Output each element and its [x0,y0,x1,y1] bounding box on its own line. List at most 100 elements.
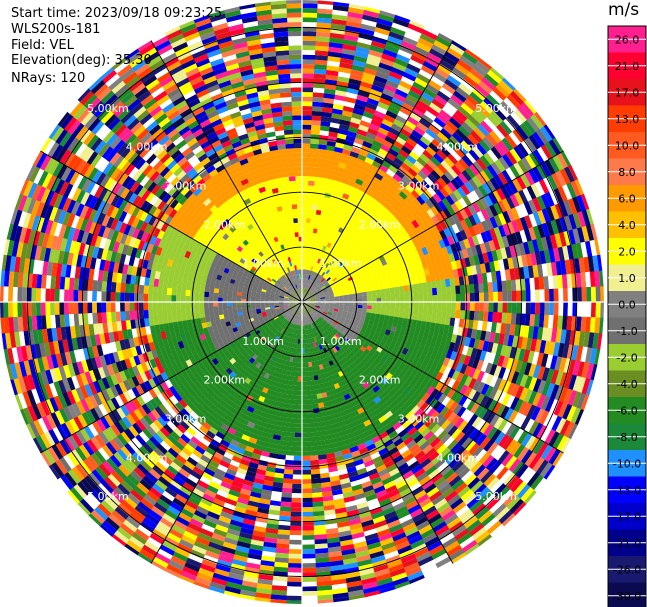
gate [321,177,329,184]
gate [364,106,377,115]
gate [390,66,406,77]
gate [311,237,316,243]
gate [388,127,401,137]
gate [356,94,369,103]
gate [342,105,355,113]
gate [422,60,438,72]
gate [385,40,402,50]
gate [302,124,312,130]
gate [320,125,331,132]
gate [304,260,307,265]
gate [316,229,322,235]
gate [347,11,364,20]
gate [305,274,308,280]
gate [407,23,425,34]
gate [313,87,325,94]
gate [418,69,434,80]
gate [337,76,351,83]
gate [315,172,323,178]
gate [312,96,324,103]
gate [316,22,332,29]
gate [435,35,452,48]
gate [302,288,304,293]
gate [330,208,338,215]
gate [315,167,324,173]
gate [333,199,341,207]
gate [319,215,326,221]
gate [338,162,348,169]
gate [313,82,326,89]
gate [302,138,311,144]
gate [427,52,443,64]
gate [303,264,306,270]
gate [323,97,335,104]
gate [373,31,390,41]
gate [318,144,328,150]
gate [302,45,317,51]
gate [370,119,383,128]
gate [391,22,409,33]
gate [395,114,408,125]
gate [333,235,340,242]
gate [312,266,316,272]
gate [303,293,306,298]
gate [302,157,310,163]
gate [302,73,315,79]
gate [332,204,339,211]
gate [321,206,328,212]
gate [319,264,324,270]
gate [307,199,313,205]
gate [339,157,349,165]
gate [315,267,319,273]
gate [304,255,307,261]
gate [305,260,309,266]
gate [348,155,358,163]
gate [316,13,333,19]
gate [376,18,394,27]
gate [333,180,342,187]
gate [339,119,351,127]
gate [310,143,319,149]
gate [310,275,314,281]
gate [351,64,366,73]
gate [415,41,432,53]
gate [302,255,305,261]
gate [304,283,307,289]
gate [355,46,371,55]
gate [387,35,403,46]
gate [361,115,373,124]
gate [327,247,333,254]
gate [382,88,396,98]
gate [302,115,313,121]
gate [358,85,372,94]
gate [332,9,349,17]
gate [355,99,368,107]
gate [338,216,345,224]
gate [423,26,440,37]
gate [374,135,386,145]
gate [338,186,346,194]
gate [333,214,341,222]
gate [303,292,305,298]
gate [317,258,322,264]
gate [371,160,382,169]
gate [375,105,388,115]
gate [393,119,406,129]
gate [325,187,333,194]
gate [303,293,306,298]
gate [334,146,344,154]
gate [367,54,382,63]
gate [326,140,337,147]
gate [325,211,332,218]
gate [370,144,381,153]
gate [313,262,318,268]
gate [327,51,343,58]
gate [302,297,303,302]
gate [330,249,336,256]
gate [302,227,307,233]
gate [303,269,306,275]
gate [367,127,379,136]
gate [363,67,378,76]
gate [311,124,321,131]
